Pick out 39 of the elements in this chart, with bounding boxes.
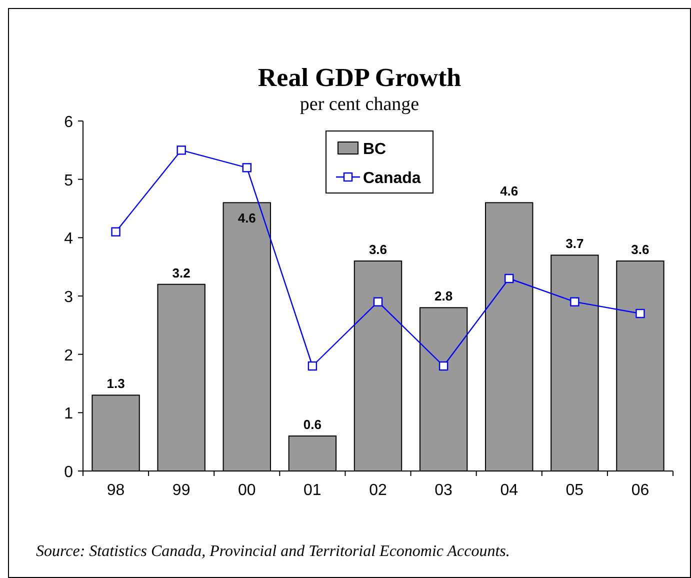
point — [242, 163, 252, 172]
x-tick-label: 99 — [172, 482, 190, 499]
data-label: 3.6 — [368, 242, 388, 257]
point — [373, 297, 383, 306]
x-tick-label: 01 — [304, 482, 322, 499]
x-tick-label: 04 — [500, 482, 518, 499]
data-label: 1.3 — [106, 376, 125, 392]
y-tick-label: 6 — [64, 114, 74, 131]
y-tick-label: 3 — [64, 289, 74, 306]
point — [176, 146, 186, 155]
point — [111, 227, 120, 236]
data-label: 3.2 — [172, 265, 190, 280]
point — [438, 361, 448, 371]
chart-subtitle: per cent change — [300, 94, 420, 115]
data-label: 4.6 — [238, 210, 256, 226]
data-label: 4.6 — [500, 184, 518, 199]
x-tick-label: 03 — [434, 482, 453, 499]
data-label: 2.8 — [434, 288, 453, 304]
point — [504, 274, 514, 284]
y-tick-label: 1 — [64, 406, 74, 423]
x-tick-label: 02 — [369, 482, 387, 499]
data-label: 3.6 — [631, 242, 650, 257]
legend-label: BC — [363, 141, 387, 158]
y-tick-label: 2 — [64, 347, 74, 364]
data-label: 0.6 — [303, 417, 322, 432]
x-tick-label: 98 — [106, 482, 125, 499]
source-note: Source: Statistics Canada, Provincial and Territorial Economic Accounts. — [36, 543, 510, 560]
x-tick-label: 06 — [631, 482, 650, 499]
y-tick-label: 5 — [64, 172, 74, 190]
data-label: 3.7 — [566, 236, 584, 252]
x-tick-label: 05 — [566, 482, 584, 499]
point — [308, 361, 318, 371]
x-tick-label: 00 — [238, 482, 256, 499]
point — [636, 308, 645, 318]
chart-title: Real GDP Growth — [258, 63, 462, 92]
y-tick-label: 0 — [64, 464, 74, 481]
point — [570, 297, 580, 306]
legend-label: Canada — [363, 170, 421, 187]
y-tick-label: 4 — [64, 230, 74, 248]
